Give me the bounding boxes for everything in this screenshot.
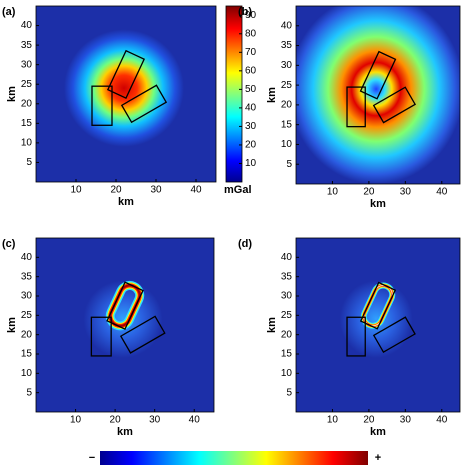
y-tick-label: 15: [281, 349, 293, 360]
y-tick-label: 5: [286, 387, 292, 398]
y-tick-label: 15: [21, 118, 33, 129]
y-tick-label: 40: [281, 252, 293, 263]
scale-key-bar: [100, 451, 368, 465]
y-tick-label: 5: [26, 387, 32, 398]
y-tick-label: 30: [21, 59, 33, 70]
y-tick-label: 35: [21, 40, 33, 51]
prism: [372, 316, 416, 354]
prism: [346, 86, 366, 128]
y-axis-label: km: [266, 87, 278, 103]
prism: [90, 316, 112, 357]
heatmap-field: [296, 6, 460, 184]
y-tick-label: 25: [21, 79, 33, 90]
prism: [359, 281, 397, 330]
y-axis-label: km: [266, 317, 278, 333]
panel-label: (c): [2, 238, 16, 250]
x-tick-label: 40: [189, 415, 201, 426]
heatmap-field: [339, 280, 416, 358]
y-tick-label: 35: [21, 271, 33, 282]
y-tick-label: 25: [21, 310, 33, 321]
x-tick-label: 30: [400, 415, 412, 426]
plot-frame: [295, 237, 461, 413]
plot-frame: [35, 5, 217, 183]
y-tick-label: 20: [281, 329, 293, 340]
y-tick-label: 25: [281, 310, 293, 321]
prism: [91, 85, 113, 126]
colorbar-tick-label: 90: [245, 10, 257, 21]
y-tick-label: 20: [281, 100, 293, 111]
y-tick-label: 35: [281, 40, 293, 51]
colorbar-tick-label: 60: [245, 65, 257, 76]
prism: [106, 281, 144, 330]
colorbar-tick-label: 70: [245, 47, 257, 58]
x-tick-label: 10: [70, 415, 82, 426]
x-tick-label: 20: [110, 185, 122, 196]
y-axis-label: km: [6, 86, 18, 102]
x-tick-label: 20: [363, 415, 375, 426]
colorbar-label: mGal: [224, 184, 252, 196]
y-tick-label: 30: [281, 291, 293, 302]
field: [64, 29, 184, 147]
colorbar-tick-label: 50: [245, 84, 257, 95]
y-tick-label: 25: [281, 80, 293, 91]
y-tick-label: 20: [21, 329, 33, 340]
heatmap-field: [83, 280, 166, 358]
colorbar-tick-label: 40: [245, 103, 257, 114]
x-tick-label: 30: [400, 187, 412, 198]
y-tick-label: 40: [21, 252, 33, 263]
prism: [372, 86, 417, 124]
prism: [120, 84, 168, 124]
x-tick-label: 10: [327, 415, 339, 426]
y-tick-label: 20: [21, 98, 33, 109]
prism: [119, 315, 166, 354]
x-tick-label: 40: [436, 187, 448, 198]
field: [339, 280, 413, 358]
x-axis-label: km: [370, 426, 386, 438]
scale-key-high: +: [375, 452, 381, 464]
plot-frame: [295, 5, 461, 185]
y-tick-label: 5: [26, 157, 32, 168]
scale-key-low: −: [89, 452, 95, 464]
x-tick-label: 30: [149, 415, 161, 426]
x-tick-label: 20: [110, 415, 122, 426]
x-tick-label: 30: [150, 185, 162, 196]
y-tick-label: 40: [21, 20, 33, 31]
y-tick-label: 10: [21, 138, 33, 149]
x-tick-label: 40: [190, 185, 202, 196]
y-tick-label: 15: [21, 349, 33, 360]
y-tick-label: 35: [281, 271, 293, 282]
prism: [359, 50, 397, 100]
x-tick-label: 10: [70, 185, 82, 196]
plot-frame: [35, 237, 215, 413]
y-tick-label: 15: [281, 119, 293, 130]
field: [296, 6, 460, 184]
y-tick-label: 30: [281, 60, 293, 71]
y-tick-label: 10: [21, 368, 33, 379]
panel-label: (d): [238, 238, 252, 250]
x-axis-label: km: [370, 198, 386, 210]
x-axis-label: km: [118, 196, 134, 208]
heatmap-field: [64, 29, 184, 147]
colorbar-tick-label: 30: [245, 121, 257, 132]
y-tick-label: 30: [21, 291, 33, 302]
y-axis-label: km: [6, 317, 18, 333]
y-tick-label: 10: [281, 368, 293, 379]
panel-label: (a): [2, 6, 16, 18]
colorbar-tick-label: 20: [245, 140, 257, 151]
prism: [106, 49, 146, 100]
y-tick-label: 40: [281, 20, 293, 31]
y-tick-label: 5: [286, 159, 292, 170]
x-tick-label: 10: [327, 187, 339, 198]
colorbar-tick-label: 10: [245, 158, 257, 169]
colorbar-tick-label: 80: [245, 28, 257, 39]
x-tick-label: 40: [436, 415, 448, 426]
prism: [346, 316, 366, 357]
colorbar: [225, 5, 243, 183]
x-tick-label: 20: [363, 187, 375, 198]
y-tick-label: 10: [281, 139, 293, 150]
panel-label: (b): [238, 6, 252, 18]
x-axis-label: km: [117, 426, 133, 438]
